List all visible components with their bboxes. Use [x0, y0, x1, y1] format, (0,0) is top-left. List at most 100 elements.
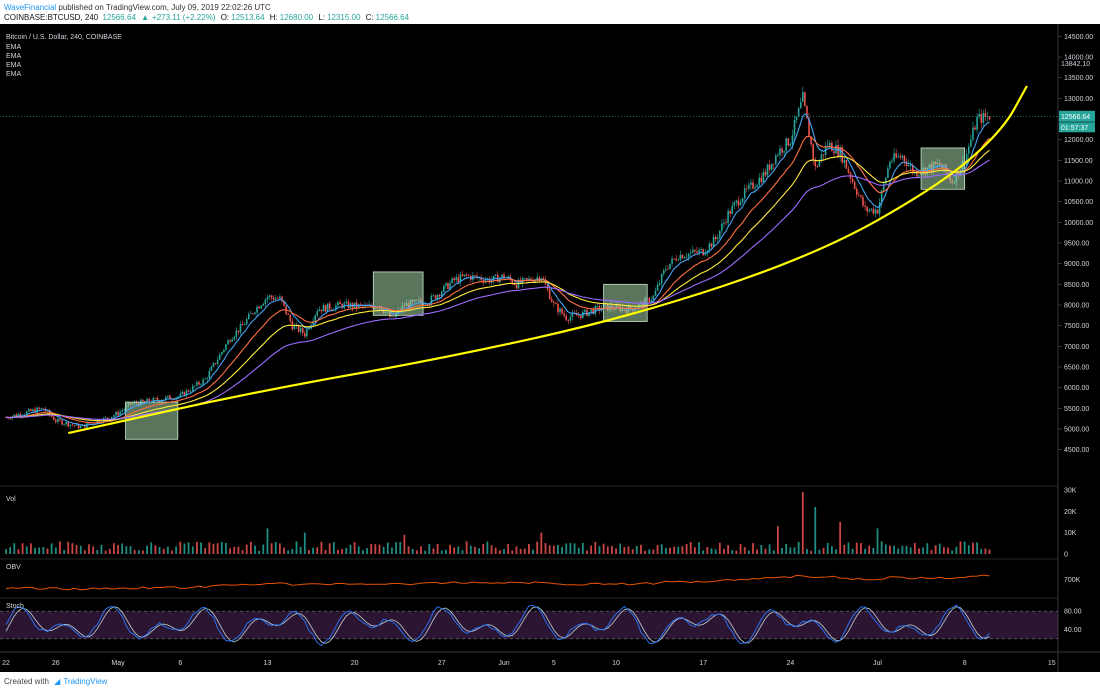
obv-tick-label: 700K	[1064, 577, 1081, 584]
highlight-box	[125, 401, 179, 440]
candle-body	[438, 294, 441, 297]
candle-body	[555, 303, 557, 305]
legend-ema-2[interactable]: EMA	[6, 53, 22, 60]
footer-brand[interactable]: TradingView	[63, 677, 108, 686]
volume-bar	[162, 548, 165, 554]
candle-body	[241, 324, 244, 326]
volume-bar	[673, 546, 676, 554]
candle-body	[23, 414, 26, 416]
candle-body	[154, 398, 157, 399]
legend-ema-1[interactable]: EMA	[6, 44, 22, 51]
x-tick-label: 20	[351, 660, 359, 667]
volume-bar	[453, 547, 456, 554]
volume-bar	[876, 528, 879, 554]
candle-body	[445, 283, 447, 286]
volume-bar	[515, 546, 518, 554]
candle-body	[511, 279, 514, 284]
candle-body	[710, 243, 713, 247]
volume-bar	[735, 550, 738, 554]
obv-pane-title: OBV	[6, 564, 21, 571]
candle-body	[806, 105, 808, 119]
candle-body	[233, 336, 236, 340]
volume-bar	[913, 542, 916, 554]
legend-ema-3[interactable]: EMA	[6, 62, 22, 69]
volume-bar	[349, 544, 352, 554]
volume-bar	[312, 547, 314, 554]
chart-canvas[interactable]: 0 10K 20K 30K 700K 80.00 40.00 4500.00 5000.0…	[0, 24, 1100, 672]
volume-bar	[187, 542, 190, 554]
candle-body	[111, 416, 113, 420]
candle-body	[67, 422, 70, 427]
candle-body	[210, 366, 213, 371]
candle-body	[326, 303, 329, 312]
author-name[interactable]: WaveFinancial	[4, 3, 57, 12]
volume-bar	[324, 549, 327, 554]
volume-bar	[723, 548, 725, 554]
volume-bar	[345, 547, 348, 554]
volume-bar	[200, 542, 202, 554]
volume-pane-title: Vol	[6, 496, 16, 503]
volume-bar	[598, 546, 601, 554]
volume-bar	[75, 544, 78, 554]
volume-bar	[602, 543, 605, 554]
candle-body	[828, 142, 831, 146]
candle-body	[177, 396, 180, 398]
candle-body	[839, 147, 841, 157]
candle-body	[17, 414, 20, 417]
candle-body	[229, 340, 231, 342]
candle-body	[885, 177, 887, 184]
candle-body	[262, 303, 265, 306]
volume-bar	[303, 532, 306, 554]
volume-bar	[984, 548, 987, 554]
candle-body	[911, 165, 914, 173]
volume-bar	[320, 541, 323, 554]
open-value: 12513.64	[231, 13, 265, 22]
time-axis[interactable]: 22 26 May 6 13 20 27 Jun 5 10 17 24 Jul 8 15	[0, 651, 1100, 667]
candle-body	[891, 160, 893, 162]
volume-bar	[38, 547, 41, 554]
candle-body	[880, 190, 883, 203]
obv-line	[5, 574, 990, 591]
candle-body	[214, 363, 217, 364]
candle-body	[816, 166, 819, 167]
candle-body	[339, 302, 341, 305]
candle-body	[121, 410, 123, 412]
candle-body	[532, 280, 534, 283]
candle-body	[870, 208, 873, 211]
candle-body	[716, 237, 719, 240]
candle-body	[899, 156, 902, 158]
candle-body	[984, 113, 987, 117]
volume-bar	[30, 543, 32, 554]
candle-body	[536, 277, 538, 280]
candle-body	[237, 330, 240, 333]
volume-bar	[245, 544, 248, 554]
price-axis[interactable]: 4500.00 5000.00 5500.00 6000.00 6500.00 7000.…	[1057, 24, 1093, 672]
volume-bar	[934, 545, 937, 554]
volume-bar	[851, 548, 854, 554]
candle-body	[148, 398, 150, 402]
y-tick-label: 13500.00	[1064, 75, 1093, 82]
candle-body	[779, 148, 781, 156]
volume-bar	[9, 547, 12, 554]
volume-pane[interactable]: 0 10K 20K 30K	[0, 485, 1077, 559]
legend-ema-4[interactable]: EMA	[6, 71, 22, 78]
volume-bar	[938, 543, 941, 554]
candle-body	[40, 407, 43, 409]
candle-body	[785, 138, 787, 151]
candle-body	[893, 153, 895, 161]
stoch-pane[interactable]: 80.00 40.00	[0, 597, 1082, 647]
volume-bar	[635, 545, 638, 554]
volume-bar	[104, 550, 107, 554]
candle-body	[665, 268, 667, 271]
volume-bar	[486, 541, 489, 554]
volume-bar	[154, 545, 157, 554]
candle-body	[704, 253, 707, 256]
volume-bar	[839, 522, 842, 554]
volume-bar	[905, 546, 908, 554]
candle-body	[227, 340, 229, 345]
candle-body	[463, 274, 466, 276]
candle-body	[727, 211, 729, 224]
obv-pane[interactable]: 700K	[0, 558, 1081, 591]
candle-body	[272, 297, 275, 300]
volume-bar	[183, 543, 186, 554]
